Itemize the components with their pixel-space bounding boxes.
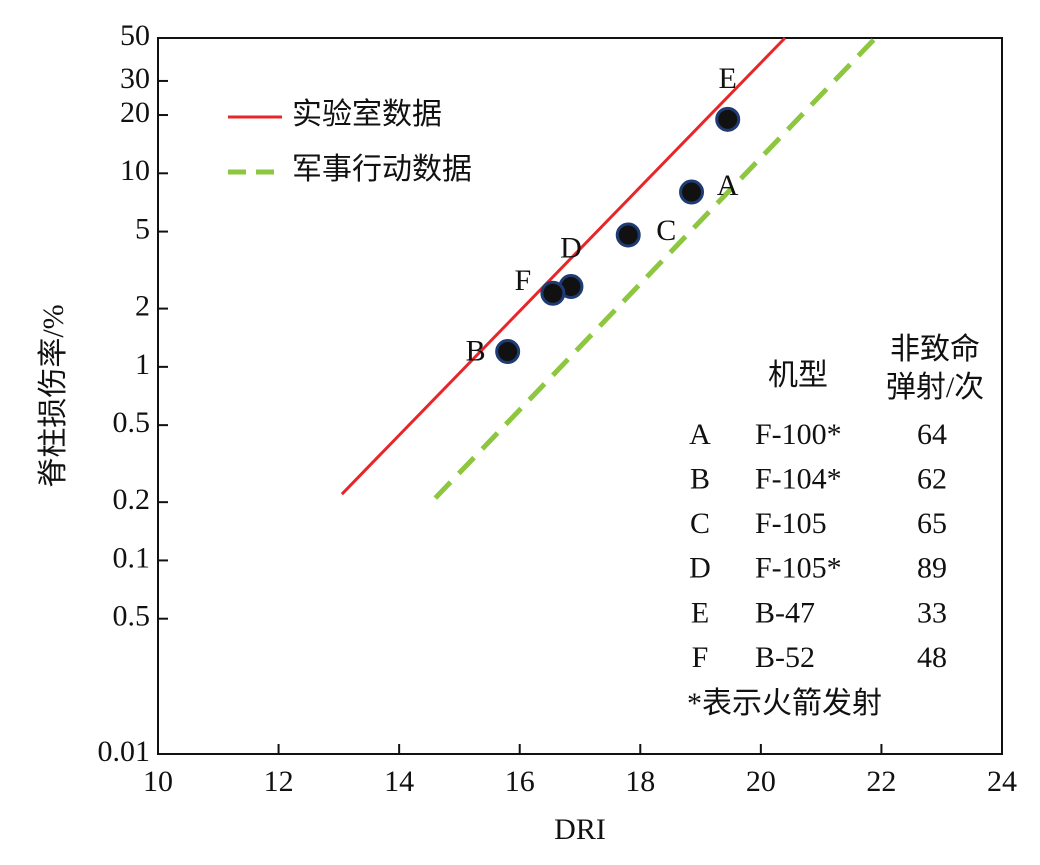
y-tick-label: 50	[120, 19, 150, 52]
table-cell: 62	[917, 462, 947, 495]
y-tick-label: 30	[120, 62, 150, 95]
data-point	[495, 339, 521, 365]
table-cell: 48	[917, 641, 947, 674]
data-point	[679, 179, 705, 205]
table-note: *表示火箭发射	[687, 687, 882, 720]
data-point	[540, 280, 566, 306]
table-cell: F-100*	[755, 418, 842, 451]
y-tick-label: 0.2	[113, 483, 151, 516]
legend-label: 军事行动数据	[292, 153, 472, 186]
y-tick-label: 10	[120, 154, 150, 187]
x-axis-label: DRI	[554, 813, 606, 846]
x-tick-label: 18	[625, 765, 655, 798]
point-label: D	[560, 231, 582, 264]
table-header: 非致命	[890, 333, 980, 366]
y-tick-label: 1	[135, 348, 150, 381]
y-axis-label: 脊柱损伤率/%	[37, 304, 70, 487]
table-cell: C	[690, 507, 710, 540]
table-cell: 65	[917, 507, 947, 540]
table-header: 弹射/次	[886, 371, 984, 404]
x-tick-label: 24	[987, 765, 1017, 798]
point-label: C	[656, 214, 676, 247]
table-cell: 33	[917, 596, 947, 629]
point-label: B	[466, 334, 486, 367]
table-cell: B-52	[755, 641, 815, 674]
table-cell: B-47	[755, 596, 815, 629]
y-tick-label: 0.1	[113, 541, 151, 574]
data-point	[615, 222, 641, 248]
y-tick-label: 0.5	[113, 600, 151, 633]
point-label: E	[719, 62, 737, 95]
table-cell: F-105	[755, 507, 827, 540]
table-cell: A	[689, 418, 711, 451]
legend-label: 实验室数据	[292, 98, 442, 131]
x-tick-label: 16	[505, 765, 535, 798]
table-cell: B	[690, 462, 710, 495]
table-cell: 89	[917, 552, 947, 585]
table-cell: D	[689, 552, 711, 585]
point-label: F	[515, 264, 532, 297]
x-tick-label: 20	[746, 765, 776, 798]
y-tick-label: 0.01	[98, 735, 151, 768]
series-line	[433, 36, 878, 500]
x-tick-label: 22	[866, 765, 896, 798]
table-cell: 64	[917, 418, 947, 451]
y-tick-label: 0.5	[113, 406, 151, 439]
x-tick-label: 12	[264, 765, 294, 798]
table-cell: E	[691, 596, 709, 629]
table-header: 机型	[768, 359, 828, 392]
data-point	[715, 106, 741, 132]
point-label: A	[717, 169, 739, 202]
table-cell: F-105*	[755, 552, 842, 585]
y-tick-label: 5	[135, 212, 150, 245]
plot-frame	[157, 37, 1003, 755]
x-tick-label: 10	[143, 765, 173, 798]
y-tick-label: 20	[120, 96, 150, 129]
x-tick-label: 14	[384, 765, 414, 798]
table-cell: F	[692, 641, 709, 674]
series-line	[340, 36, 787, 496]
table-cell: F-104*	[755, 462, 842, 495]
y-tick-label: 2	[135, 289, 150, 322]
